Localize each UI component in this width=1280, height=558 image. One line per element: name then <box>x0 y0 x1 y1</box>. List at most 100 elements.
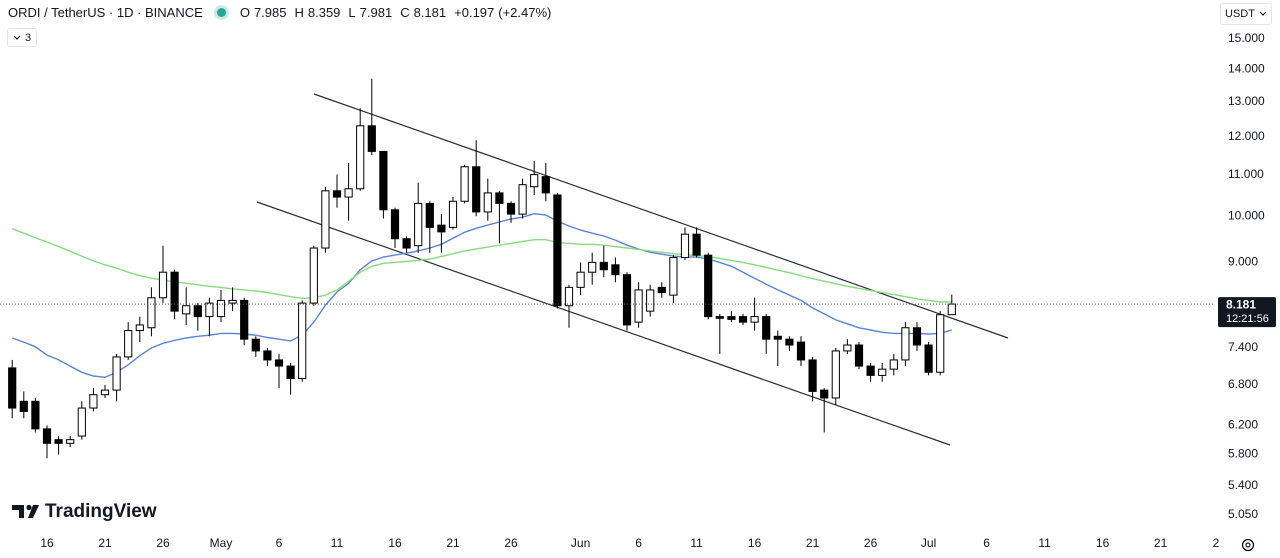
candle-body-up <box>77 407 86 437</box>
candle-body-down <box>274 359 284 367</box>
candle-body-down <box>820 389 829 399</box>
candle-body-down <box>286 365 295 380</box>
candle-body-up <box>147 297 156 329</box>
candle-body-up <box>669 257 678 296</box>
candle-body-down <box>367 125 376 152</box>
candle-body-up <box>100 389 110 396</box>
indicators-toggle[interactable]: 3 <box>7 28 38 47</box>
ohlc-value: 8.359 <box>307 5 341 20</box>
candle-body-down <box>924 344 933 373</box>
ohlc-value: 7.981 <box>359 5 393 20</box>
x-tick-label: Jul <box>921 536 936 550</box>
candle-body-up <box>321 190 330 249</box>
candle-body-down <box>622 274 632 326</box>
candle-body-up <box>750 316 759 323</box>
currency-selector[interactable]: USDT <box>1220 3 1272 25</box>
candle-body-down <box>240 299 249 340</box>
y-tick-label: 6.200 <box>1228 417 1258 431</box>
candle-body-down <box>785 338 794 346</box>
y-tick-label: 11.000 <box>1228 167 1264 181</box>
candle-body-down <box>263 350 272 361</box>
candle-body-down <box>332 190 342 198</box>
x-tick-label: 6 <box>983 536 990 550</box>
candle-body-down <box>599 261 608 271</box>
candle-body-down <box>31 400 40 430</box>
candle-body-down <box>738 316 748 323</box>
change-percent: (+2.47%) <box>498 5 552 20</box>
candle-body-down <box>472 166 481 213</box>
candle-body-down <box>390 209 400 240</box>
candle-body-up <box>344 188 353 198</box>
ohlc-key: H <box>294 5 304 20</box>
y-tick-label: 6.800 <box>1228 377 1258 391</box>
indicators-count: 3 <box>25 31 32 44</box>
channel-upper-line <box>313 93 1009 339</box>
candle-body-up <box>878 368 887 376</box>
candle-body-up <box>66 439 75 444</box>
candle-body-up <box>530 174 539 188</box>
candle-body-up <box>414 202 423 247</box>
candle-body-down <box>727 316 736 320</box>
candle-body-down <box>808 359 817 392</box>
ohlc-key: C <box>400 5 410 20</box>
candle-body-up <box>518 184 527 215</box>
y-tick-label: 14.000 <box>1228 61 1265 75</box>
brand-name: TradingView <box>45 501 157 522</box>
last-price-box <box>1218 297 1276 328</box>
candle-body-up <box>901 327 910 361</box>
candle-body-up <box>460 166 469 202</box>
y-tick-label: 13.000 <box>1228 94 1265 108</box>
channel-lower-line <box>256 201 951 446</box>
x-tick-label: May <box>210 536 233 550</box>
plot-area <box>0 78 1215 459</box>
candle-body-down <box>437 224 446 233</box>
candle-body-down <box>541 176 550 194</box>
candle-body-up <box>309 247 318 304</box>
y-tick-label: 5.050 <box>1228 507 1258 521</box>
candle-body-down <box>692 233 701 256</box>
candle-body-down <box>379 150 388 211</box>
ohlc-value: 7.985 <box>253 5 287 20</box>
x-tick-label: 16 <box>40 536 54 550</box>
x-tick-label: 26 <box>864 536 878 550</box>
candle-body-up <box>576 271 585 288</box>
ohlc-key: L <box>348 5 356 20</box>
y-tick-label: 5.800 <box>1228 447 1258 461</box>
y-tick-label: 7.400 <box>1228 340 1258 354</box>
settings-button[interactable] <box>1241 538 1255 552</box>
y-tick-label: 9.000 <box>1228 255 1258 269</box>
candle-body-up <box>298 302 307 380</box>
market-status-dot <box>216 8 226 17</box>
x-tick-label: 2 <box>1213 536 1220 550</box>
x-tick-label: 11 <box>690 536 703 550</box>
y-tick-label: 15.000 <box>1228 31 1265 45</box>
candle-body-up <box>947 303 956 316</box>
candle-body-up <box>680 233 690 259</box>
candle-body-up <box>448 200 458 228</box>
candle-body-up <box>356 125 365 190</box>
chevron-icon <box>1259 11 1267 16</box>
x-tick-label: Jun <box>571 536 590 550</box>
candle-body-up <box>124 330 133 358</box>
candle-body-up <box>646 289 655 312</box>
y-tick-label: 12.000 <box>1228 129 1265 143</box>
x-tick-label: 21 <box>446 536 460 550</box>
candle-body-up <box>216 299 226 318</box>
x-tick-label: 21 <box>1154 536 1168 550</box>
x-tick-label: 21 <box>98 536 112 550</box>
symbol-title: ORDI / TetherUS · 1D · BINANCE <box>8 5 203 20</box>
candle-body-down <box>773 335 782 340</box>
currency-label: USDT <box>1225 8 1255 20</box>
candle-body-down <box>762 316 771 340</box>
candle-body-up <box>889 359 898 370</box>
last-price-label: 8.181 <box>1226 297 1256 311</box>
candle-body-up <box>89 394 98 409</box>
ohlc-key: O <box>239 5 250 20</box>
candle-body-down <box>553 194 562 307</box>
candle-body-up <box>831 350 840 399</box>
candle-body-down <box>657 286 666 294</box>
candle-body-down <box>704 254 713 318</box>
y-tick-label: 10.000 <box>1228 208 1265 222</box>
candle-body-up <box>182 305 191 315</box>
